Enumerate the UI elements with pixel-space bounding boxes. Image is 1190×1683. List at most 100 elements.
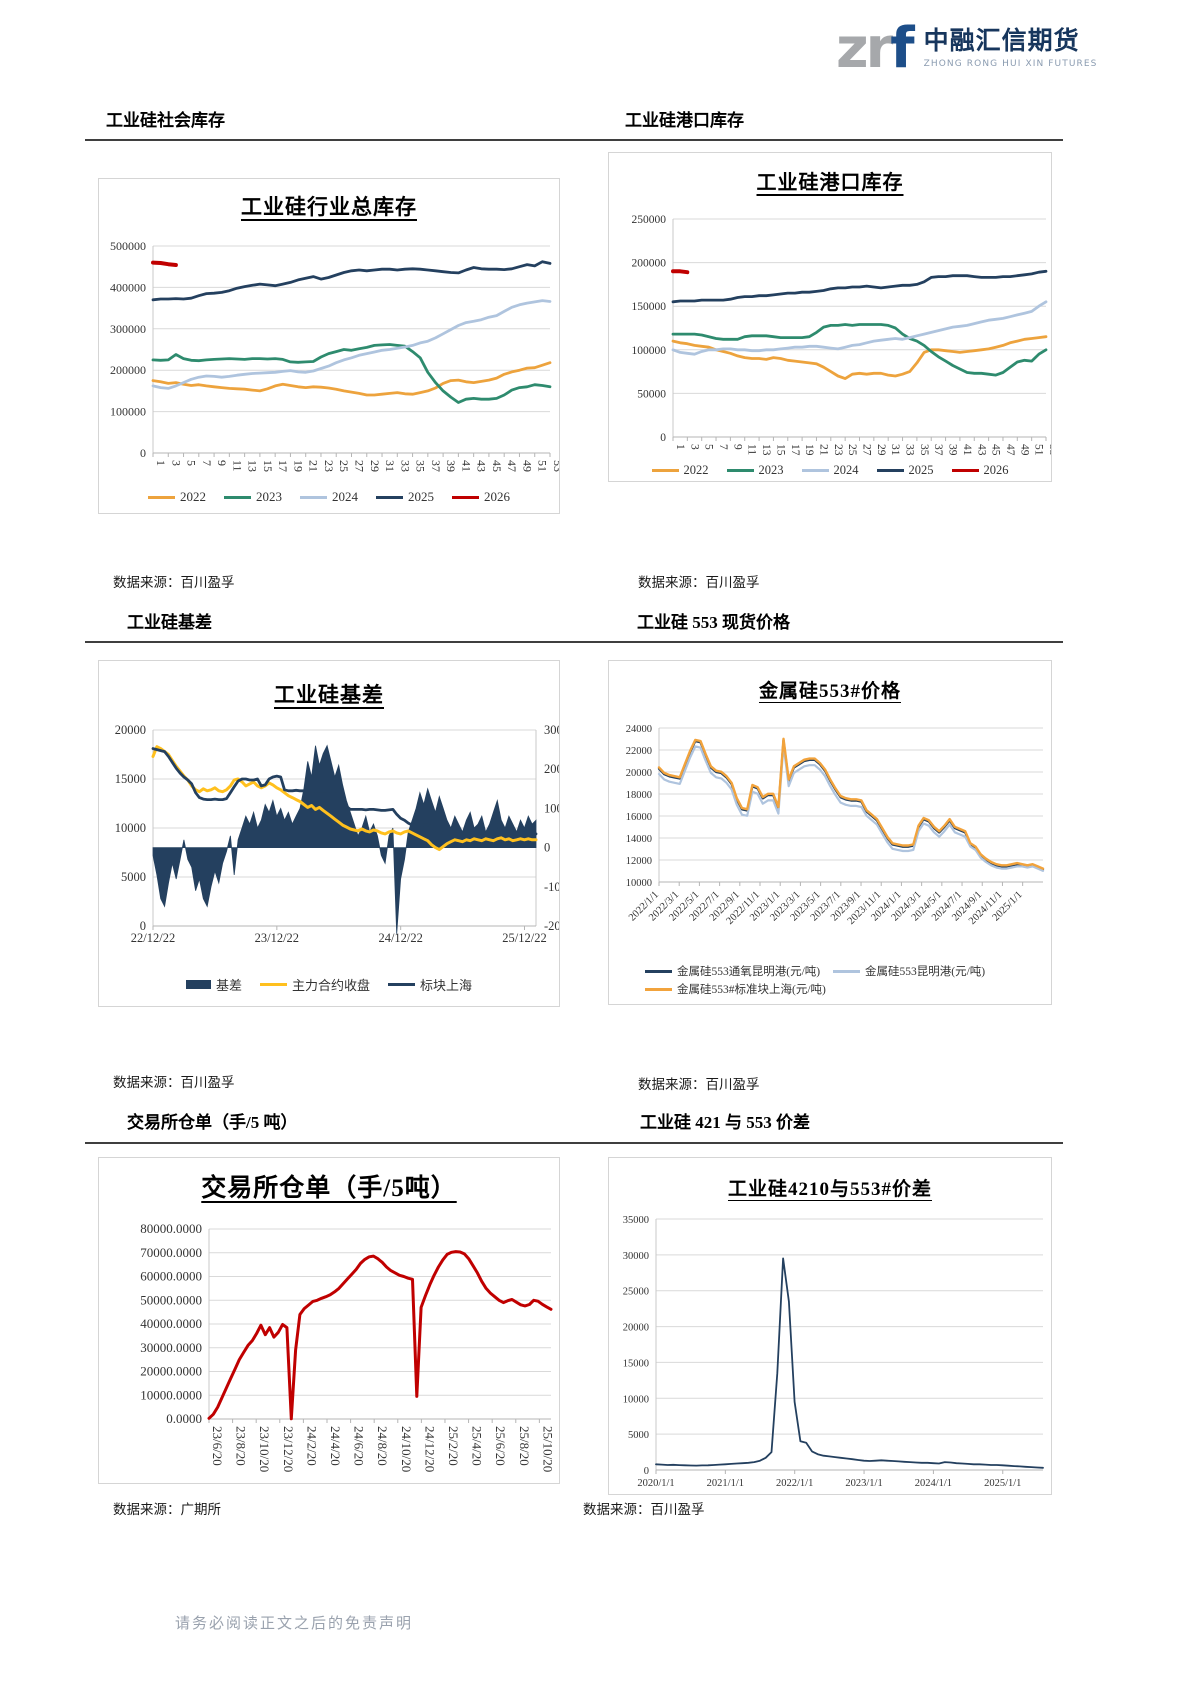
chart-total-industry-inventory: 0 100000 200000 300000 400000 500000 1 3 5 7 9 11 13…: [98, 178, 560, 514]
series-金属硅553#标准块上海(元/吨): [657, 737, 1045, 870]
series-基差: [152, 744, 537, 934]
chart-title: 工业硅基差: [274, 683, 384, 707]
legend-item-金属硅553#标准块上海(元/吨): 金属硅553#标准块上海(元/吨): [645, 981, 833, 997]
x-tick-label: 19: [803, 444, 815, 456]
y-tick-label: 24000: [626, 724, 652, 735]
y-tick-label: 0: [140, 446, 146, 460]
x-tick-label: 23: [832, 444, 844, 456]
y-tick-label: 500000: [110, 239, 146, 253]
y-tick-label: 200000: [110, 363, 146, 377]
legend-label: 金属硅553昆明港(元/吨): [865, 966, 986, 978]
x-tick-label: 23: [322, 460, 336, 472]
x-tick-label: 29: [368, 460, 382, 472]
x-tick-label: 23/10/20: [257, 1426, 272, 1472]
x-tick-label: 25/2/20: [446, 1426, 461, 1466]
x-tick-label: 25/4/20: [470, 1426, 485, 1466]
y-tick-label: 100000: [110, 405, 146, 419]
x-tick-label: 41: [459, 460, 473, 472]
chart-title: 工业硅4210与553#价差: [727, 1179, 932, 1200]
y-tick-label: 10000: [623, 1394, 649, 1405]
x-tick-label: 27: [861, 444, 873, 456]
x-tick-label: 2025/1/1: [984, 1478, 1021, 1489]
y2-tick-label: 2000: [544, 762, 559, 776]
divider-row2: [85, 641, 1063, 643]
x-tick-label: 23/6/20: [210, 1426, 225, 1466]
legend-swatch: [726, 469, 754, 472]
legend-label: 2025: [908, 463, 934, 477]
legend-swatch: [833, 969, 860, 973]
logo-f: f: [890, 16, 914, 81]
x-tick-label: 27: [353, 460, 367, 472]
legend-swatch: [951, 469, 979, 472]
x-tick-label: 24/2/20: [304, 1426, 319, 1466]
divider-row1: [85, 139, 1063, 141]
x-tick-label: 53: [1047, 444, 1051, 456]
legend-swatch: [388, 983, 415, 986]
x-tick-label: 15: [261, 460, 275, 472]
legend-label: 2023: [256, 489, 282, 504]
y-tick-label: 30000.0000: [140, 1340, 202, 1355]
y-tick-label: 300000: [110, 322, 146, 336]
chart-421-553-spread: 0 5000 10000 15000 20000 25000 30000 35000 2020/…: [608, 1157, 1052, 1495]
x-tick-label: 24/6/20: [352, 1426, 367, 1466]
legend-label: 2022: [180, 489, 206, 504]
series-2024: [671, 300, 1048, 356]
legend-swatch: [259, 983, 287, 986]
legend-swatch: [645, 969, 672, 973]
y2-tick-label: 3000: [544, 723, 559, 737]
x-tick-label: 2020/1/1: [637, 1478, 674, 1489]
legend-item-2022: 2022: [651, 463, 709, 478]
legend-label: 2024: [833, 463, 859, 477]
x-tick-label: 24/10/20: [399, 1426, 414, 1472]
x-tick-label: 47: [1004, 444, 1016, 456]
y-tick-label: 20000.0000: [140, 1364, 202, 1379]
y2-tick-label: 1000: [544, 801, 559, 815]
x-tick-label: 25/6/20: [493, 1426, 508, 1466]
legend-label: 金属硅553通氧昆明港(元/吨): [677, 966, 821, 978]
y-tick-label: 25000: [623, 1287, 649, 1298]
x-tick-label: 5: [703, 444, 715, 450]
basis-plot: 0 5000 10000 15000 20000 -2000 -1000 0 1000 2000 3…: [115, 723, 559, 945]
legend-swatch: [185, 980, 211, 989]
x-tick-label: 24/8/20: [375, 1426, 390, 1466]
x-tick-label: 11: [746, 444, 758, 455]
warehouse-receipts-plot: 0.0000 10000.0000 20000.0000 30000.0000 4000…: [140, 1221, 555, 1472]
legend-label: 2024: [332, 489, 358, 504]
chart-port-inventory: 0 50000 100000 150000 200000 250000 1 3 5 7 9 11 13 1…: [608, 152, 1052, 482]
series-421与553价差: [655, 1257, 1044, 1469]
y-tick-label: 14000: [626, 834, 652, 845]
y-tick-label: 0: [644, 1466, 649, 1477]
x-tick-label: 45: [990, 444, 1002, 456]
logo-company-name-en: ZHONG RONG HUI XIN FUTURES: [923, 59, 1098, 69]
legend-swatch: [645, 987, 672, 991]
data-source-basis: 数据来源：百川盈孚: [113, 1075, 235, 1090]
series-主力合约收盘: [151, 745, 538, 852]
y2-tick-label: -2000: [544, 919, 559, 933]
x-tick-label: 2021/1/1: [707, 1478, 744, 1489]
section-heading-basis: 工业硅基差: [127, 613, 212, 632]
legend-swatch: [300, 495, 327, 499]
legend-swatch: [876, 469, 904, 472]
chart-553-price: 10000 12000 14000 16000 18000 20000 22000 24000…: [608, 660, 1052, 1005]
y-tick-label: 16000: [626, 812, 652, 823]
x-tick-label: 21: [307, 460, 321, 472]
legend-item-基差: 基差: [185, 975, 242, 994]
legend-item-金属硅553通氧昆明港(元/吨): 金属硅553通氧昆明港(元/吨): [645, 963, 833, 979]
legend-label: 标块上海: [420, 978, 473, 993]
y-tick-label: 80000.0000: [140, 1221, 202, 1236]
legend-swatch: [148, 495, 175, 499]
x-tick-label: 51: [536, 460, 550, 472]
x-tick-label: 49: [520, 460, 534, 472]
section-heading-553-spot-price: 工业硅 553 现货价格: [637, 613, 790, 632]
company-logo: zrf 中融汇信期货 ZHONG RONG HUI XIN FUTURES: [836, 21, 1098, 77]
data-source-port-inventory: 数据来源：百川盈孚: [638, 575, 760, 590]
chart-legend: 2022 2023 2024 2025 2026: [99, 489, 559, 505]
y-tick-label: 250000: [632, 214, 667, 226]
legend-item-2023: 2023: [224, 489, 282, 505]
chart-title: 工业硅港口库存: [756, 172, 904, 194]
y-tick-label: 100000: [632, 345, 667, 357]
legend-item-标块上海: 标块上海: [388, 975, 472, 994]
legend-item-2024: 2024: [801, 463, 859, 478]
y-tick-label: 5000: [628, 1430, 649, 1441]
x-tick-label: 51: [1033, 444, 1045, 456]
